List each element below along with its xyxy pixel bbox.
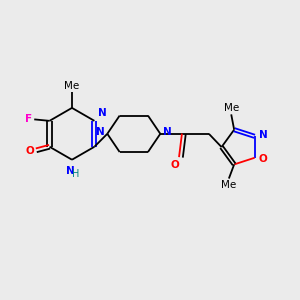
Text: N: N	[259, 130, 267, 140]
Text: Me: Me	[64, 80, 80, 91]
Text: F: F	[25, 114, 32, 124]
Text: N: N	[163, 127, 171, 137]
Text: Me: Me	[224, 103, 239, 113]
Text: N: N	[66, 166, 75, 176]
Text: O: O	[25, 146, 34, 156]
Text: O: O	[170, 160, 179, 170]
Text: O: O	[259, 154, 267, 164]
Text: N: N	[98, 108, 107, 118]
Text: H: H	[72, 169, 80, 178]
Text: N: N	[96, 127, 105, 137]
Text: Me: Me	[221, 180, 236, 190]
